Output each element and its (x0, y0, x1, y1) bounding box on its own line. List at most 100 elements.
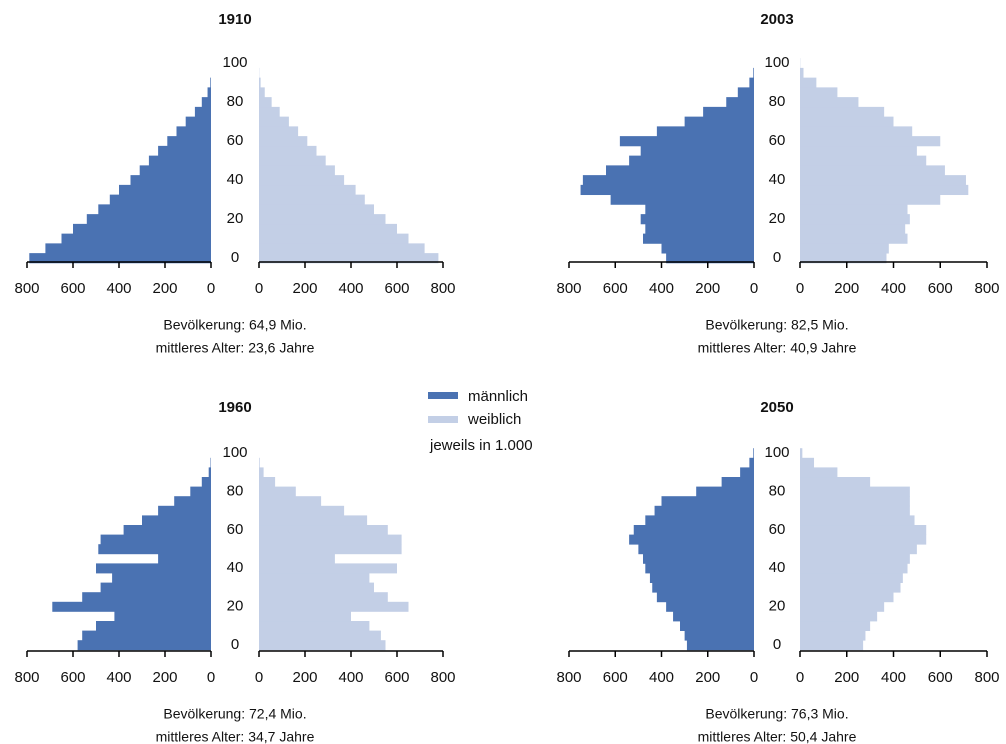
value-tick-label: 0 (207, 280, 215, 297)
bar (259, 477, 276, 487)
age-tick-label: 100 (222, 444, 247, 461)
bar (259, 175, 345, 186)
bar (666, 253, 754, 264)
bar (73, 223, 211, 235)
value-tick-label: 400 (338, 280, 363, 297)
bar (52, 601, 211, 612)
bar (666, 601, 754, 612)
bar (638, 544, 754, 555)
bar (158, 553, 211, 564)
age-tick-label: 20 (769, 210, 786, 227)
bar (114, 611, 211, 622)
bar (98, 204, 211, 215)
value-tick-label: 800 (974, 669, 999, 686)
bar (130, 175, 211, 186)
bar (726, 97, 754, 108)
bar (629, 155, 754, 166)
bar (259, 467, 264, 478)
value-tick-label: 200 (152, 669, 177, 686)
legend-label: männlich (468, 388, 528, 405)
bar (98, 544, 211, 555)
value-tick-label: 600 (603, 669, 628, 686)
bar (142, 515, 211, 526)
annotation: Bevölkerung: 76,3 Mio. (705, 706, 848, 722)
age-tick-label: 0 (773, 636, 781, 653)
value-tick-label: 800 (430, 280, 455, 297)
bar (800, 582, 901, 593)
bar (800, 253, 887, 264)
bar (167, 136, 211, 147)
bar (259, 87, 265, 98)
value-tick-label: 0 (796, 280, 804, 297)
value-tick-label: 0 (796, 669, 804, 686)
legend-note: jeweils in 1.000 (429, 437, 533, 454)
bar (259, 544, 402, 555)
value-tick-label: 600 (928, 669, 953, 686)
bar (661, 243, 754, 254)
bar (259, 525, 388, 535)
bar (684, 630, 754, 641)
bar (753, 67, 754, 79)
bar (800, 534, 927, 545)
age-tick-label: 100 (764, 54, 789, 71)
bar (123, 525, 211, 535)
bar (673, 611, 754, 622)
age-tick-label: 0 (773, 249, 781, 266)
age-tick-label: 40 (769, 171, 786, 188)
value-tick-label: 200 (695, 280, 720, 297)
age-tick-label: 40 (227, 559, 244, 576)
legend-label: weiblich (467, 411, 521, 428)
bar (185, 116, 211, 127)
value-tick-label: 400 (881, 669, 906, 686)
bar (109, 194, 211, 205)
bar (703, 106, 754, 118)
bar (800, 553, 910, 564)
bar (259, 553, 335, 564)
bar (259, 136, 308, 147)
value-tick-label: 400 (106, 669, 131, 686)
bar (800, 243, 889, 254)
bar (800, 136, 941, 147)
bar (86, 214, 211, 225)
bar (800, 233, 908, 244)
value-tick-label: 600 (384, 280, 409, 297)
bar (740, 467, 754, 478)
bar (749, 457, 754, 468)
bar (800, 145, 917, 157)
bar (649, 573, 754, 583)
bar (800, 67, 804, 79)
value-tick-label: 200 (292, 280, 317, 297)
bar (800, 640, 864, 651)
age-tick-label: 80 (769, 93, 786, 110)
bar (259, 534, 402, 545)
bar (696, 486, 754, 497)
value-tick-label: 600 (928, 280, 953, 297)
bar (800, 87, 838, 98)
bar (800, 165, 945, 176)
bar (800, 573, 903, 583)
value-tick-label: 600 (60, 669, 85, 686)
bar (800, 106, 885, 118)
bar (800, 116, 894, 127)
age-tick-label: 80 (227, 482, 244, 499)
bar (259, 496, 322, 507)
value-tick-label: 0 (750, 280, 758, 297)
bar (259, 630, 381, 641)
bar (82, 592, 211, 603)
bar (800, 601, 885, 612)
bar (176, 126, 211, 137)
bar (800, 544, 917, 555)
age-tick-label: 20 (769, 598, 786, 615)
bar (259, 194, 365, 205)
bar (96, 563, 211, 574)
bar (100, 582, 211, 593)
bar (210, 77, 211, 88)
bar (259, 457, 260, 468)
bar (800, 223, 906, 235)
bar (640, 214, 754, 225)
bar (100, 534, 211, 545)
bar (800, 126, 913, 137)
bar (259, 573, 370, 583)
value-tick-label: 0 (255, 280, 263, 297)
bar (259, 592, 388, 603)
